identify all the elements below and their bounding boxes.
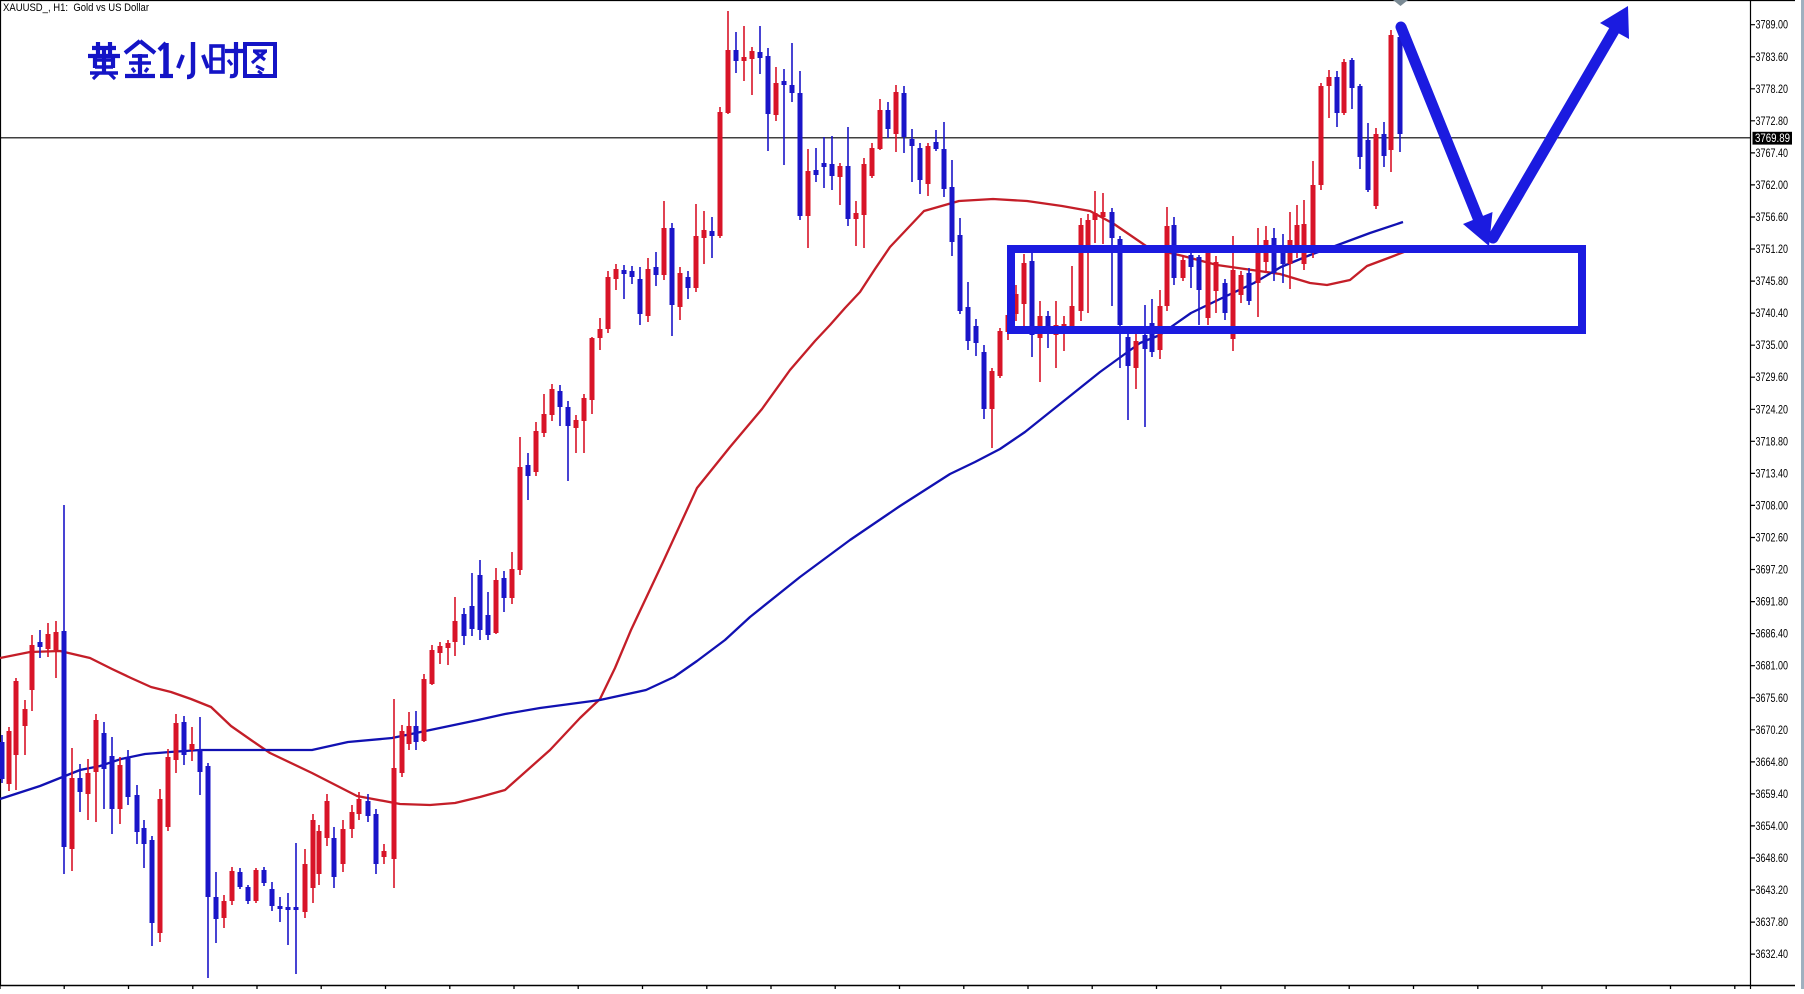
svg-text:3670.20: 3670.20 [1756, 725, 1789, 737]
svg-text:3762.00: 3762.00 [1756, 180, 1789, 192]
svg-text:3702.60: 3702.60 [1756, 533, 1789, 545]
svg-text:3659.40: 3659.40 [1756, 789, 1789, 801]
svg-text:3751.20: 3751.20 [1756, 244, 1789, 256]
svg-text:3772.80: 3772.80 [1756, 116, 1789, 128]
svg-text:3681.00: 3681.00 [1756, 661, 1789, 673]
svg-text:3713.40: 3713.40 [1756, 468, 1789, 480]
svg-text:3708.00: 3708.00 [1756, 500, 1789, 512]
svg-text:3643.20: 3643.20 [1756, 885, 1789, 897]
svg-text:3778.20: 3778.20 [1756, 84, 1789, 96]
svg-text:3691.80: 3691.80 [1756, 597, 1789, 609]
svg-text:3767.40: 3767.40 [1756, 148, 1789, 160]
svg-text:3686.40: 3686.40 [1756, 629, 1789, 641]
svg-text:3632.40: 3632.40 [1756, 949, 1789, 961]
svg-text:3729.60: 3729.60 [1756, 372, 1789, 384]
svg-text:3740.40: 3740.40 [1756, 308, 1789, 320]
svg-text:3735.00: 3735.00 [1756, 340, 1789, 352]
svg-text:3724.20: 3724.20 [1756, 404, 1789, 416]
svg-text:3697.20: 3697.20 [1756, 565, 1789, 577]
svg-text:3718.80: 3718.80 [1756, 436, 1789, 448]
svg-text:XAUUSD_, H1: Gold vs US Dolla: XAUUSD_, H1: Gold vs US Dollar [3, 2, 149, 14]
svg-text:3664.80: 3664.80 [1756, 757, 1789, 769]
svg-text:3675.60: 3675.60 [1756, 693, 1789, 705]
svg-text:3654.00: 3654.00 [1756, 821, 1789, 833]
svg-text:3789.00: 3789.00 [1756, 20, 1789, 32]
svg-text:3769.89: 3769.89 [1755, 133, 1790, 145]
svg-text:3637.80: 3637.80 [1756, 917, 1789, 929]
svg-text:3756.60: 3756.60 [1756, 212, 1789, 224]
svg-text:3783.60: 3783.60 [1756, 52, 1789, 64]
svg-text:3745.80: 3745.80 [1756, 276, 1789, 288]
svg-text:3648.60: 3648.60 [1756, 853, 1789, 865]
